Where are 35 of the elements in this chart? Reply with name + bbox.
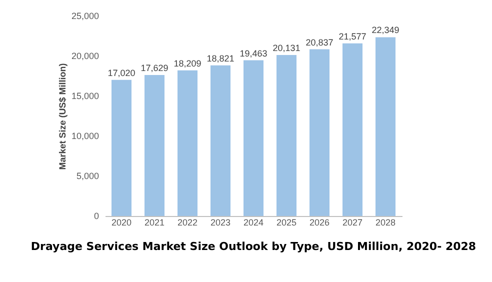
- x-tick-label: 2022: [177, 218, 198, 228]
- bar: [376, 37, 396, 216]
- y-tick-label: 15,000: [71, 91, 99, 101]
- data-label: 17,629: [140, 62, 168, 73]
- y-tick-label: 0: [94, 211, 99, 221]
- bar: [112, 80, 132, 216]
- data-label: 18,821: [206, 53, 234, 64]
- y-tick-label: 5,000: [76, 171, 99, 181]
- x-tick-label: 2028: [375, 218, 396, 228]
- bar: [210, 65, 230, 216]
- y-tick-label: 10,000: [71, 131, 99, 141]
- bar: [178, 70, 198, 216]
- bar: [310, 49, 330, 216]
- data-label: 22,349: [372, 25, 400, 36]
- text: Drayage Services Market Size Outlook by Type, USD Million, 2020- 2028: [30, 240, 476, 253]
- x-tick-label: 2023: [210, 218, 231, 228]
- bar: [342, 43, 362, 216]
- data-label: 20,131: [272, 42, 300, 53]
- data-label: 17,020: [108, 68, 136, 78]
- x-tick-label: 2024: [243, 218, 264, 228]
- y-axis-title: Market Size (US$ Million): [58, 63, 68, 170]
- x-tick-label: 2020: [111, 218, 132, 228]
- y-tick-label: 25,000: [71, 11, 99, 21]
- x-tick-label: 2027: [342, 218, 363, 228]
- bar: [244, 60, 264, 216]
- x-tick-label: 2021: [144, 218, 165, 228]
- y-tick-label: 20,000: [71, 51, 99, 61]
- data-label: 20,837: [306, 37, 334, 48]
- data-label: 21,577: [338, 31, 366, 42]
- data-label: 18,209: [174, 58, 202, 68]
- x-tick-label: 2025: [276, 218, 297, 228]
- x-tick-label: 2026: [309, 218, 330, 228]
- bar: [144, 74, 164, 216]
- data-label: 19,463: [240, 48, 268, 58]
- bar: [276, 54, 296, 216]
